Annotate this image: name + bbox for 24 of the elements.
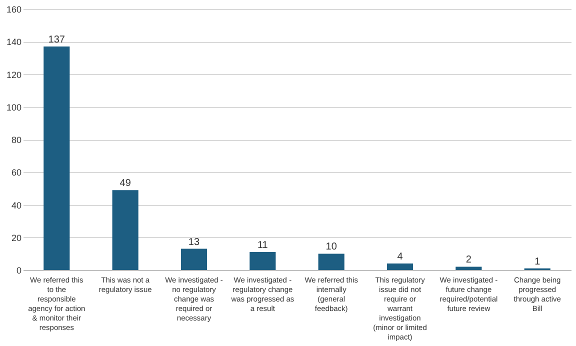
bar: [44, 46, 70, 270]
y-tick-label: 100: [6, 102, 22, 112]
y-tick-label: 60: [11, 168, 22, 178]
bar: [180, 248, 208, 270]
y-tick-label: 80: [11, 135, 22, 145]
y-tick-label: 120: [6, 70, 22, 80]
bar: [386, 263, 414, 270]
data-label: 49: [120, 178, 132, 190]
bar: [456, 266, 482, 270]
bar: [318, 254, 344, 270]
data-label: 4: [397, 251, 404, 262]
data-label: 13: [188, 236, 200, 248]
bar: [250, 252, 276, 270]
data-label: 1: [534, 256, 541, 268]
bar: [112, 190, 138, 270]
data-label: 137: [48, 34, 66, 46]
y-tick-label: 0: [16, 266, 22, 276]
data-label: 11: [257, 240, 268, 252]
y-tick-label: 160: [6, 4, 22, 14]
data-label: 2: [466, 254, 472, 266]
y-tick-label: 40: [11, 200, 22, 210]
y-tick-label: 140: [6, 37, 22, 48]
data-label: 10: [326, 242, 338, 253]
y-tick-label: 20: [11, 232, 22, 243]
